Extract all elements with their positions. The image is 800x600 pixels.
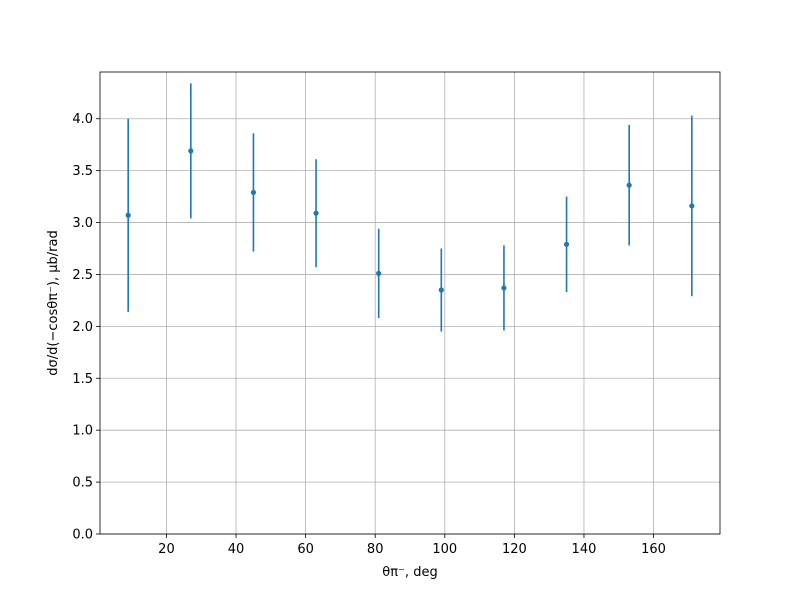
y-tick-label: 1.0 (72, 424, 93, 439)
x-tick-label: 40 (228, 542, 245, 557)
data-point (125, 212, 131, 218)
y-tick-label: 3.5 (72, 164, 93, 179)
x-tick-label: 160 (641, 542, 666, 557)
y-tick-label: 2.0 (72, 320, 93, 335)
data-point (438, 287, 444, 293)
y-tick-label: 1.5 (72, 372, 93, 387)
y-tick-label: 3.0 (72, 216, 93, 231)
data-point (501, 285, 507, 291)
y-tick-label: 4.0 (72, 112, 93, 127)
x-tick-label: 100 (432, 542, 457, 557)
y-tick-label: 2.5 (72, 268, 93, 283)
axes-frame (99, 71, 721, 535)
data-point (689, 203, 695, 209)
grid (100, 72, 720, 535)
data-point (563, 241, 570, 247)
y-axis-label: dσ/d(−cosθπ⁻), μb/rad (46, 230, 61, 375)
data-point (376, 270, 382, 277)
y-tick-label: 0.0 (72, 528, 93, 543)
x-tick-label: 80 (367, 542, 384, 557)
x-tick-label: 140 (572, 542, 597, 557)
x-tick-label: 60 (297, 542, 314, 557)
data-point (188, 148, 194, 154)
data-point (250, 189, 257, 196)
y-tick-label: 0.5 (72, 476, 93, 491)
x-tick-label: 120 (502, 542, 527, 557)
data-point (313, 210, 319, 216)
data-point (626, 182, 632, 188)
x-tick-label: 20 (158, 542, 175, 557)
x-axis-label: θπ⁻, deg (382, 565, 437, 580)
